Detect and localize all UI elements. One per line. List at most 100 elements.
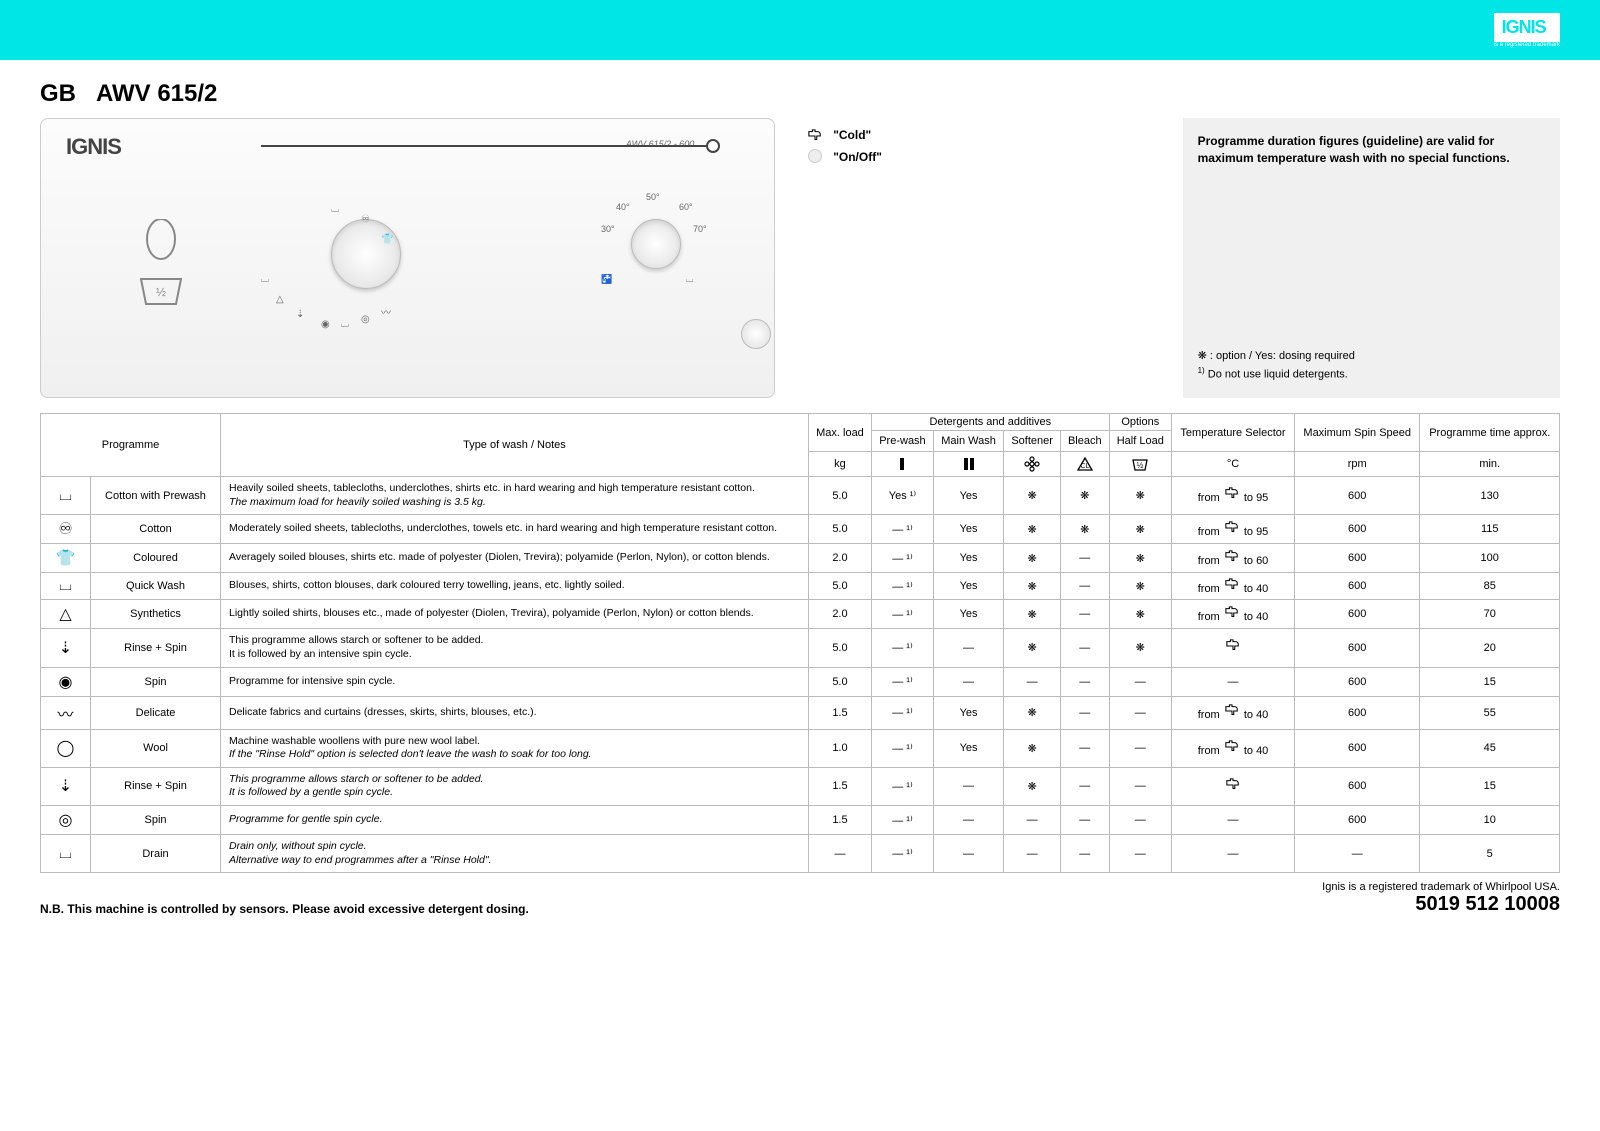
temp-cell: from to 40 — [1172, 600, 1295, 629]
th-maxload: Max. load — [808, 414, 871, 452]
spin-cell: 600 — [1294, 667, 1419, 696]
time-cell: 10 — [1420, 806, 1560, 835]
control-panel-illustration: IGNIS AWV 615/2 - 600 ½ ⌴ ♾ 👕 △ ⇣ ◉ ⌴ ◎ … — [40, 118, 775, 398]
halfload-icon-small: ⌴ — [686, 274, 693, 285]
max-load: 5.0 — [808, 667, 871, 696]
softener-cell: ❋ — [1004, 573, 1061, 600]
softener-cell: ❋ — [1004, 477, 1061, 515]
max-load: — — [808, 835, 871, 873]
bleach-cell: — — [1061, 544, 1110, 573]
programme-icon: △ — [41, 600, 91, 629]
time-cell: 70 — [1420, 600, 1560, 629]
programme-name: Drain — [91, 835, 221, 873]
th-bleach-icon: CL — [1061, 452, 1110, 477]
programme-notes: Drain only, without spin cycle.Alternati… — [221, 835, 809, 873]
programme-name: Synthetics — [91, 600, 221, 629]
th-temp: Temperature Selector — [1172, 414, 1295, 452]
softener-cell: — — [1004, 835, 1061, 873]
footer-trademark: Ignis is a registered trademark of Whirl… — [1322, 881, 1560, 893]
th-type: Type of wash / Notes — [221, 414, 809, 477]
programme-notes: Heavily soiled sheets, tablecloths, unde… — [221, 477, 809, 515]
table-row: ⇣Rinse + SpinThis programme allows starc… — [41, 767, 1560, 805]
programme-name: Cotton with Prewash — [91, 477, 221, 515]
bleach-cell: — — [1061, 629, 1110, 667]
info-box: Programme duration figures (guideline) a… — [1183, 118, 1560, 398]
time-cell: 45 — [1420, 729, 1560, 767]
max-load: 5.0 — [808, 477, 871, 515]
info-footnotes: ❋ : option / Yes: dosing required 1) Do … — [1198, 348, 1545, 383]
th-detergents-group: Detergents and additives — [872, 414, 1110, 431]
temp-cell: from to 40 — [1172, 729, 1295, 767]
table-row: ⌴Quick WashBlouses, shirts, cotton blous… — [41, 573, 1560, 600]
max-load: 5.0 — [808, 515, 871, 544]
halfload-cell: — — [1109, 767, 1172, 805]
table-row: 〰DelicateDelicate fabrics and curtains (… — [41, 696, 1560, 729]
halfload-cell: — — [1109, 667, 1172, 696]
max-load: 5.0 — [808, 629, 871, 667]
halfload-cell: — — [1109, 806, 1172, 835]
bleach-cell: ❋ — [1061, 515, 1110, 544]
table-row: 👕ColouredAveragely soiled blouses, shirt… — [41, 544, 1560, 573]
prewash-cell: — ¹⁾ — [872, 667, 934, 696]
halfload-cell: ❋ — [1109, 573, 1172, 600]
mainwash-cell: Yes — [933, 696, 1003, 729]
time-cell: 15 — [1420, 767, 1560, 805]
programme-name: Rinse + Spin — [91, 767, 221, 805]
svg-text:½: ½ — [156, 285, 166, 299]
table-row: ◯WoolMachine washable woollens with pure… — [41, 729, 1560, 767]
temp-cell: from to 40 — [1172, 696, 1295, 729]
th-programme: Programme — [41, 414, 221, 477]
onoff-button-illustration — [741, 319, 771, 349]
prewash-cell: — ¹⁾ — [872, 806, 934, 835]
programme-notes: Blouses, shirts, cotton blouses, dark co… — [221, 573, 809, 600]
panel-line — [261, 145, 714, 147]
max-load: 1.5 — [808, 767, 871, 805]
temp-cell: — — [1172, 806, 1295, 835]
temp-labels: 30° 40° 50° 60° 70° 🚰 ⌴ — [601, 194, 711, 304]
th-halfload: Half Load — [1109, 431, 1172, 452]
softener-cell: ❋ — [1004, 515, 1061, 544]
temp-cell: — — [1172, 667, 1295, 696]
softener-cell: — — [1004, 806, 1061, 835]
svg-text:½: ½ — [1137, 461, 1144, 470]
max-load: 5.0 — [808, 573, 871, 600]
mainwash-cell: Yes — [933, 544, 1003, 573]
info-main-text: Programme duration figures (guideline) a… — [1198, 133, 1545, 167]
programme-name: Quick Wash — [91, 573, 221, 600]
halfload-cell: — — [1109, 729, 1172, 767]
programme-icon: ◉ — [41, 667, 91, 696]
programme-table: Programme Type of wash / Notes Max. load… — [40, 413, 1560, 873]
time-cell: 85 — [1420, 573, 1560, 600]
programme-notes: Lightly soiled shirts, blouses etc., mad… — [221, 600, 809, 629]
bleach-cell: ❋ — [1061, 477, 1110, 515]
th-softener-icon — [1004, 452, 1061, 477]
prewash-cell: — ¹⁾ — [872, 767, 934, 805]
th-time: Programme time approx. — [1420, 414, 1560, 452]
th-temp-unit: °C — [1172, 452, 1295, 477]
programme-icon: ◯ — [41, 729, 91, 767]
max-load: 2.0 — [808, 600, 871, 629]
halfload-cell: ❋ — [1109, 600, 1172, 629]
legend-box: "Cold" "On/Off" — [790, 118, 1167, 398]
programme-notes: This programme allows starch or softener… — [221, 629, 809, 667]
temp-cell: — — [1172, 835, 1295, 873]
programme-name: Coloured — [91, 544, 221, 573]
temp-cell: from to 95 — [1172, 515, 1295, 544]
programme-notes: Programme for gentle spin cycle. — [221, 806, 809, 835]
info-note-option: ❋ : option / Yes: dosing required — [1198, 348, 1545, 365]
th-time-unit: min. — [1420, 452, 1560, 477]
prewash-cell: Yes ¹⁾ — [872, 477, 934, 515]
programme-notes: Moderately soiled sheets, tablecloths, u… — [221, 515, 809, 544]
spin-cell: 600 — [1294, 767, 1419, 805]
spin-cell: — — [1294, 835, 1419, 873]
table-row: △SyntheticsLightly soiled shirts, blouse… — [41, 600, 1560, 629]
top-section: IGNIS AWV 615/2 - 600 ½ ⌴ ♾ 👕 △ ⇣ ◉ ⌴ ◎ … — [40, 118, 1560, 398]
softener-cell: ❋ — [1004, 629, 1061, 667]
svg-text:CL: CL — [1080, 463, 1089, 470]
softener-cell: ❋ — [1004, 600, 1061, 629]
programme-name: Spin — [91, 667, 221, 696]
temp-cell: from to 95 — [1172, 477, 1295, 515]
bleach-cell: — — [1061, 696, 1110, 729]
spin-cell: 600 — [1294, 806, 1419, 835]
mainwash-cell: — — [933, 835, 1003, 873]
